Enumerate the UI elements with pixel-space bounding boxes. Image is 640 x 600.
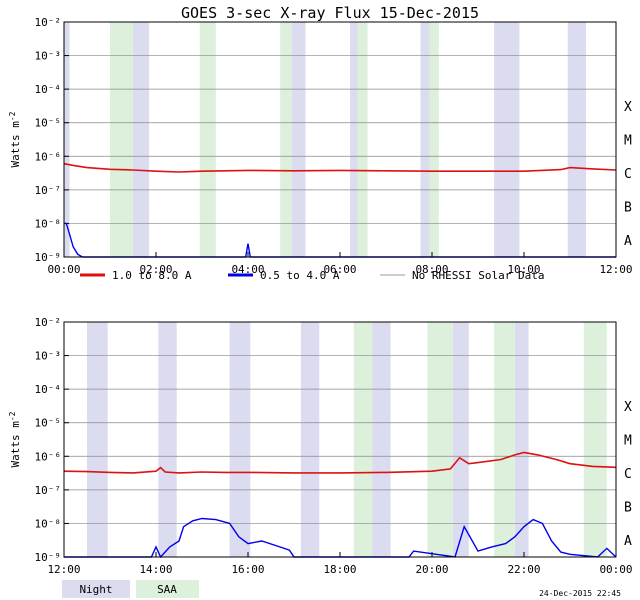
top-plot-panel: 10⁻² 10⁻³ 10⁻⁴ 10⁻⁵ 10⁻⁶ 10⁻⁷ 10⁻⁸ 10⁻⁹ 00:00 02… [8, 16, 633, 276]
top-x-tick-label-2: 04:00 [231, 263, 264, 276]
bottom-night-band-5 [452, 322, 469, 557]
bottom-y-tick-label-1: 10⁻³ [35, 350, 62, 363]
top-x-tick-label-0: 00:00 [47, 263, 80, 276]
bottom-bands [87, 322, 607, 557]
night-key-swatch [62, 580, 130, 598]
top-y-tick-label-6: 10⁻⁸ [35, 217, 62, 230]
top-y-tick-labels: 10⁻² 10⁻³ 10⁻⁴ 10⁻⁵ 10⁻⁶ 10⁻⁷ 10⁻⁸ 10⁻⁹ [35, 16, 62, 264]
night-key-label: Night [79, 583, 112, 596]
bottom-x-tick-labels: 12:00 14:00 16:00 18:00 20:00 22:00 00:00 [47, 563, 632, 576]
bottom-plot-panel: 10⁻² 10⁻³ 10⁻⁴ 10⁻⁵ 10⁻⁶ 10⁻⁷ 10⁻⁸ 10⁻⁹ 12:00 14… [8, 316, 633, 576]
top-plot-frame [63, 21, 617, 258]
top-flare-class-X: X [624, 100, 632, 115]
bottom-night-band-0 [87, 322, 108, 557]
bottom-x-tick-label-2: 16:00 [231, 563, 264, 576]
bottom-flare-class-M: M [624, 434, 632, 449]
bottom-night-band-1 [158, 322, 177, 557]
top-night-band-3 [350, 22, 358, 257]
bottom-x-tick-label-4: 20:00 [415, 563, 448, 576]
bottom-y-tick-labels: 10⁻² 10⁻³ 10⁻⁴ 10⁻⁵ 10⁻⁶ 10⁻⁷ 10⁻⁸ 10⁻⁹ [35, 316, 62, 564]
bottom-flare-class-A: A [624, 534, 632, 549]
top-saa-band-2 [280, 22, 292, 257]
top-saa-band-1 [199, 22, 216, 257]
top-y-tick-label-5: 10⁻⁷ [35, 184, 62, 197]
top-x-tick-labels: 00:00 02:00 04:00 06:00 08:00 10:00 12:00 [47, 263, 632, 276]
top-night-band-0 [64, 22, 70, 257]
bottom-y-tick-label-7: 10⁻⁹ [35, 551, 62, 564]
chart-title: GOES 3-sec X-ray Flux 15-Dec-2015 [181, 4, 479, 22]
bottom-night-band-6 [514, 322, 529, 557]
bottom-plot-frame [63, 321, 617, 558]
top-night-band-1 [133, 22, 150, 257]
footer-key: Night SAA [62, 580, 199, 598]
top-x-tick-label-5: 10:00 [507, 263, 540, 276]
top-night-band-4 [420, 22, 430, 257]
legend: 1.0 to 8.0 A 0.5 to 4.0 A No RHESSI Sola… [80, 269, 544, 282]
bottom-flare-class-labels: X M C B A [624, 400, 632, 549]
top-x-tick-label-6: 12:00 [599, 263, 632, 276]
bottom-flare-class-B: B [624, 501, 632, 516]
bottom-x-tick-label-5: 22:00 [507, 563, 540, 576]
bottom-saa-band-1 [427, 322, 453, 557]
top-y-tick-label-7: 10⁻⁹ [35, 251, 62, 264]
top-y-tick-label-2: 10⁻⁴ [35, 83, 62, 96]
bottom-flare-class-C: C [624, 467, 632, 482]
bottom-night-band-4 [372, 322, 391, 557]
bottom-x-tick-label-0: 12:00 [47, 563, 80, 576]
bottom-y-tick-label-3: 10⁻⁵ [35, 417, 62, 430]
bottom-series-short [64, 517, 617, 559]
bottom-series-long [63, 451, 617, 474]
legend-label-short: 0.5 to 4.0 A [260, 269, 340, 282]
top-y-tick-label-3: 10⁻⁵ [35, 117, 62, 130]
top-y-tick-label-0: 10⁻² [35, 16, 62, 29]
bottom-y-tick-label-5: 10⁻⁷ [35, 484, 62, 497]
bottom-saa-band-3 [583, 322, 607, 557]
top-y-axis-label: Watts m-2 [8, 111, 22, 167]
top-x-tick-label-1: 02:00 [139, 263, 172, 276]
bottom-x-tick-label-1: 14:00 [139, 563, 172, 576]
top-saa-band-0 [110, 22, 133, 257]
generated-timestamp: 24-Dec-2015 22:45 [539, 589, 621, 598]
top-night-band-5 [494, 22, 520, 257]
bottom-series [63, 451, 617, 559]
bottom-x-tick-label-6: 00:00 [599, 563, 632, 576]
bottom-y-tick-label-2: 10⁻⁴ [35, 383, 62, 396]
saa-key-swatch [136, 580, 199, 598]
saa-key-label: SAA [157, 583, 177, 596]
top-saa-band-3 [357, 22, 368, 257]
bottom-night-band-3 [300, 322, 320, 557]
top-bands [64, 22, 587, 257]
top-flare-class-B: B [624, 201, 632, 216]
top-y-tick-label-1: 10⁻³ [35, 50, 62, 63]
top-flare-class-C: C [624, 167, 632, 182]
top-flare-class-M: M [624, 134, 632, 149]
bottom-night-band-2 [229, 322, 251, 557]
bottom-x-tick-label-3: 18:00 [323, 563, 356, 576]
legend-label-no-rhessi: No RHESSI Solar Data [412, 269, 544, 282]
top-series-long [63, 162, 617, 173]
bottom-flare-class-X: X [624, 400, 632, 415]
bottom-gridlines [63, 321, 617, 558]
top-y-tick-label-4: 10⁻⁶ [35, 150, 62, 163]
top-x-tick-label-4: 08:00 [415, 263, 448, 276]
top-flare-class-labels: X M C B A [624, 100, 632, 249]
top-night-band-2 [291, 22, 306, 257]
bottom-y-tick-label-4: 10⁻⁶ [35, 450, 62, 463]
bottom-saa-band-2 [494, 322, 515, 557]
legend-label-long: 1.0 to 8.0 A [112, 269, 192, 282]
bottom-y-tick-label-0: 10⁻² [35, 316, 62, 329]
top-flare-class-A: A [624, 234, 632, 249]
top-saa-band-4 [429, 22, 439, 257]
bottom-y-axis-label: Watts m-2 [8, 411, 22, 467]
bottom-saa-band-0 [353, 322, 373, 557]
top-night-band-6 [567, 22, 587, 257]
bottom-y-tick-label-6: 10⁻⁸ [35, 517, 62, 530]
top-x-tick-label-3: 06:00 [323, 263, 356, 276]
